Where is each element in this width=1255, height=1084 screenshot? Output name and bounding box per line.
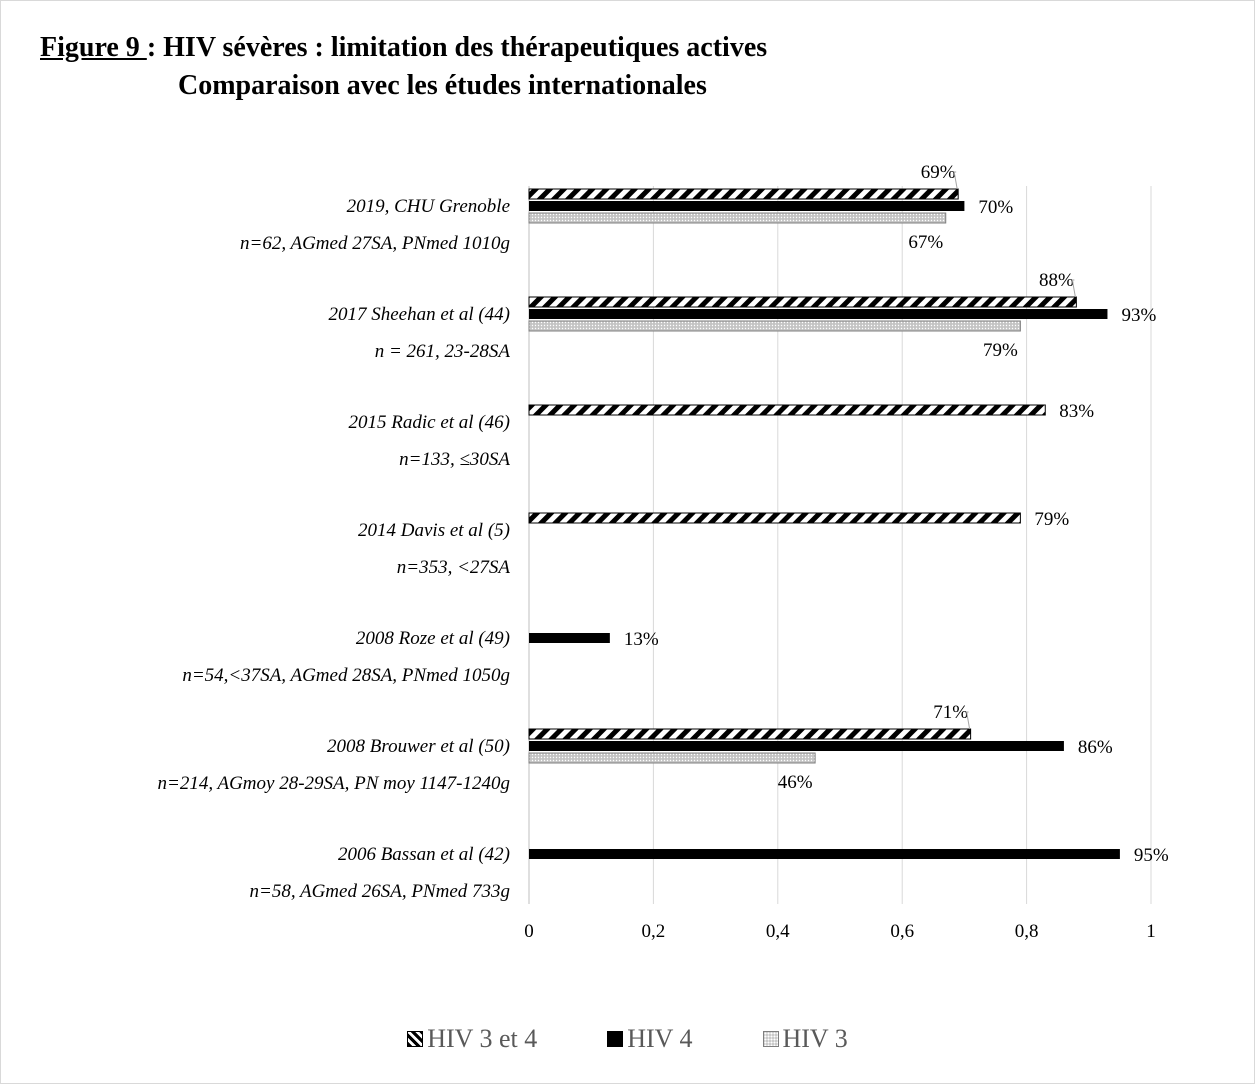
data-label: 46% — [778, 772, 813, 793]
data-label: 83% — [1059, 401, 1094, 422]
data-label: 79% — [983, 340, 1018, 361]
bar — [528, 320, 1021, 332]
legend-swatch-dots — [762, 1031, 779, 1047]
category-detail-label: n = 261, 23-28SA — [375, 341, 511, 362]
bars — [528, 188, 1120, 859]
data-label: 69% — [921, 162, 956, 183]
bar — [529, 201, 965, 211]
bar — [529, 633, 610, 643]
category-label: 2008 Roze et al (49) — [356, 628, 510, 649]
x-tick-label: 0,2 — [642, 921, 666, 942]
bar — [528, 404, 1046, 416]
bar — [528, 728, 972, 740]
category-label: 2019, CHU Grenoble — [347, 196, 510, 217]
data-label: 86% — [1078, 737, 1113, 758]
x-tick-label: 0,8 — [1015, 921, 1039, 942]
category-label: 2006 Bassan et al (42) — [338, 844, 510, 865]
bar — [529, 309, 1108, 319]
category-label: 2008 Brouwer et al (50) — [327, 736, 510, 757]
data-label: 93% — [1121, 305, 1156, 326]
category-detail-label: n=58, AGmed 26SA, PNmed 733g — [250, 881, 511, 902]
legend-label: HIV 3 et 4 — [427, 1024, 538, 1053]
leader-line — [1071, 279, 1076, 298]
bar — [528, 752, 816, 764]
legend-swatch-solid — [607, 1031, 624, 1047]
category-label: 2017 Sheehan et al (44) — [328, 304, 510, 325]
x-tick-label: 0 — [524, 921, 534, 942]
legend-item-hiv-3-4: HIV 3 et 4 — [407, 1024, 537, 1054]
figure-label: Figure 9 — [40, 32, 147, 63]
data-label: 71% — [933, 702, 968, 723]
legend-swatch-diagonal — [407, 1031, 424, 1047]
bar — [528, 296, 1077, 308]
category-detail-label: n=214, AGmoy 28-29SA, PN moy 1147-1240g — [158, 773, 511, 794]
figure-title-text: : HIV sévères : limitation des thérapeut… — [146, 32, 768, 63]
data-label: 79% — [1034, 509, 1069, 530]
bar-chart: 0 0,2 0,4 0,6 0,8 1 2019, CHU Grenoble n=62, AG… — [158, 162, 1169, 942]
leader-line — [966, 711, 971, 730]
figure-title-line1: Figure 9 : HIV sévères : limitation des … — [40, 32, 767, 64]
x-tick-label: 0,6 — [890, 921, 914, 942]
data-label: 95% — [1134, 845, 1169, 866]
data-label: 67% — [908, 232, 943, 253]
category-detail-label: n=54,<37SA, AGmed 28SA, PNmed 1050g — [182, 665, 510, 686]
x-tick-label: 1 — [1146, 921, 1156, 942]
data-label: 88% — [1039, 270, 1074, 291]
figure-subtitle: Comparaison avec les études internationa… — [178, 70, 707, 101]
legend-label: HIV 4 — [627, 1024, 693, 1053]
category-label: 2015 Radic et al (46) — [349, 412, 510, 433]
legend: HIV 3 et 4 HIV 4 HIV 3 — [0, 1024, 1255, 1054]
bar — [528, 512, 1021, 524]
bar — [528, 212, 947, 224]
x-tick-label: 0,4 — [766, 921, 790, 942]
chart-text: 0 0,2 0,4 0,6 0,8 1 2019, CHU Grenoble n=62, AG… — [158, 162, 1169, 942]
bar — [529, 741, 1064, 751]
bar — [528, 188, 959, 200]
gridlines — [528, 186, 1152, 904]
data-label: 13% — [624, 629, 659, 650]
legend-item-hiv-4: HIV 4 — [607, 1024, 693, 1054]
category-detail-label: n=62, AGmed 27SA, PNmed 1010g — [240, 233, 510, 254]
category-detail-label: n=353, <27SA — [397, 557, 511, 578]
data-label: 70% — [978, 197, 1013, 218]
legend-label: HIV 3 — [782, 1024, 848, 1053]
leader-line — [953, 171, 958, 190]
bar — [529, 849, 1120, 859]
legend-item-hiv-3: HIV 3 — [762, 1024, 848, 1054]
category-detail-label: n=133, ≤30SA — [399, 449, 510, 470]
category-label: 2014 Davis et al (5) — [358, 520, 510, 541]
